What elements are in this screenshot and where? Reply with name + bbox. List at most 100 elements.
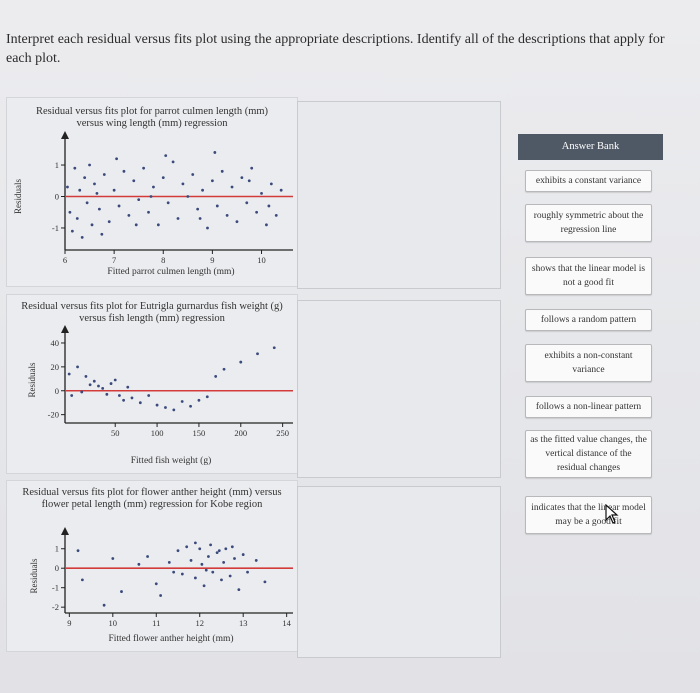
x-tick-label: 10 <box>109 618 118 628</box>
data-point <box>147 210 150 214</box>
data-point <box>246 570 249 574</box>
x-tick-label: 10 <box>257 255 266 265</box>
answer-item[interactable]: follows a non-linear pattern <box>525 396 652 418</box>
answer-item[interactable]: indicates that the linear model may be a… <box>525 496 652 534</box>
data-point <box>164 154 168 157</box>
data-point <box>154 582 158 586</box>
data-point <box>241 553 245 556</box>
data-point <box>164 406 167 409</box>
data-point <box>70 394 74 397</box>
data-point <box>83 176 87 180</box>
data-point <box>180 572 184 576</box>
data-point <box>256 352 259 356</box>
y-tick-label: 40 <box>51 338 60 348</box>
data-point <box>198 217 202 220</box>
x-tick-label: 6 <box>63 255 67 265</box>
y-tick-label: 0 <box>55 192 59 202</box>
x-tick-label: 8 <box>161 255 165 265</box>
mouse-pointer-icon <box>605 504 619 524</box>
data-point <box>75 217 79 220</box>
data-point <box>193 576 197 580</box>
data-point <box>267 204 271 208</box>
y-tick-label: -20 <box>48 410 59 420</box>
data-point <box>102 603 106 607</box>
data-point <box>107 220 111 224</box>
data-point <box>230 185 234 189</box>
data-point <box>109 382 113 385</box>
data-point <box>176 549 180 553</box>
data-point <box>76 549 80 553</box>
answer-item[interactable]: exhibits a non-constant variance <box>525 344 652 382</box>
data-point <box>167 560 171 564</box>
data-point <box>245 201 249 205</box>
data-point <box>166 201 170 205</box>
data-point <box>80 390 84 394</box>
data-point <box>159 594 163 597</box>
answer-bank-header: Answer Bank <box>518 134 663 160</box>
data-point <box>88 163 91 167</box>
answer-item[interactable]: exhibits a constant variance <box>525 170 652 192</box>
x-tick-label: 11 <box>152 618 160 628</box>
y-tick-label: -1 <box>52 223 59 233</box>
data-point <box>176 217 180 220</box>
x-axis-label: Fitted parrot culmen length (mm) <box>107 266 234 277</box>
data-point <box>126 385 130 389</box>
data-point <box>122 169 126 173</box>
data-point <box>172 570 176 574</box>
data-point <box>78 188 82 192</box>
drop-zone-plot-1[interactable] <box>297 101 501 289</box>
data-point <box>230 545 234 549</box>
data-point <box>250 166 254 170</box>
data-point <box>142 166 146 170</box>
answer-item[interactable]: roughly symmetric about the regression l… <box>525 204 652 242</box>
data-point <box>132 179 136 183</box>
x-tick-label: 150 <box>193 428 206 438</box>
y-axis-label: Residuals <box>13 179 23 214</box>
data-point <box>149 195 153 198</box>
data-point <box>95 191 99 195</box>
data-point <box>225 213 229 217</box>
data-point <box>113 378 117 382</box>
answer-item[interactable]: follows a random pattern <box>525 309 652 331</box>
data-point <box>66 185 69 189</box>
data-point <box>211 570 215 574</box>
data-point <box>198 547 202 551</box>
data-point <box>224 547 228 551</box>
x-tick-label: 50 <box>111 428 120 438</box>
data-point <box>171 160 175 164</box>
x-tick-label: 100 <box>151 428 164 438</box>
x-tick-label: 9 <box>67 618 71 628</box>
data-point <box>247 179 251 183</box>
data-point <box>217 549 221 553</box>
drop-zone-plot-3[interactable] <box>297 486 501 658</box>
data-point <box>111 557 115 560</box>
data-point <box>181 182 185 186</box>
data-point <box>204 568 208 572</box>
data-point <box>118 394 121 397</box>
answer-item[interactable]: as the fitted value changes, the vertica… <box>525 430 652 478</box>
data-point <box>207 555 210 558</box>
data-point <box>90 223 94 227</box>
y-axis-label: Residuals <box>27 362 37 397</box>
y-tick-label: 0 <box>55 386 59 396</box>
data-point <box>214 375 218 378</box>
data-point <box>197 398 201 402</box>
data-point <box>156 223 160 227</box>
data-point <box>102 173 106 176</box>
plot-2-card: Residual versus fits plot for Eutrigla g… <box>6 294 298 474</box>
answer-item[interactable]: shows that the linear model is not a goo… <box>525 257 652 295</box>
data-point <box>240 176 244 180</box>
data-point <box>237 588 241 592</box>
drop-zone-plot-2[interactable] <box>297 300 501 478</box>
data-point <box>265 223 268 227</box>
data-point <box>85 201 89 205</box>
data-point <box>127 213 131 217</box>
data-point <box>97 384 100 388</box>
data-point <box>138 401 142 405</box>
data-point <box>105 392 109 396</box>
data-point <box>206 226 209 230</box>
data-point <box>68 210 72 214</box>
x-tick-label: 13 <box>239 618 248 628</box>
data-point <box>137 198 141 202</box>
